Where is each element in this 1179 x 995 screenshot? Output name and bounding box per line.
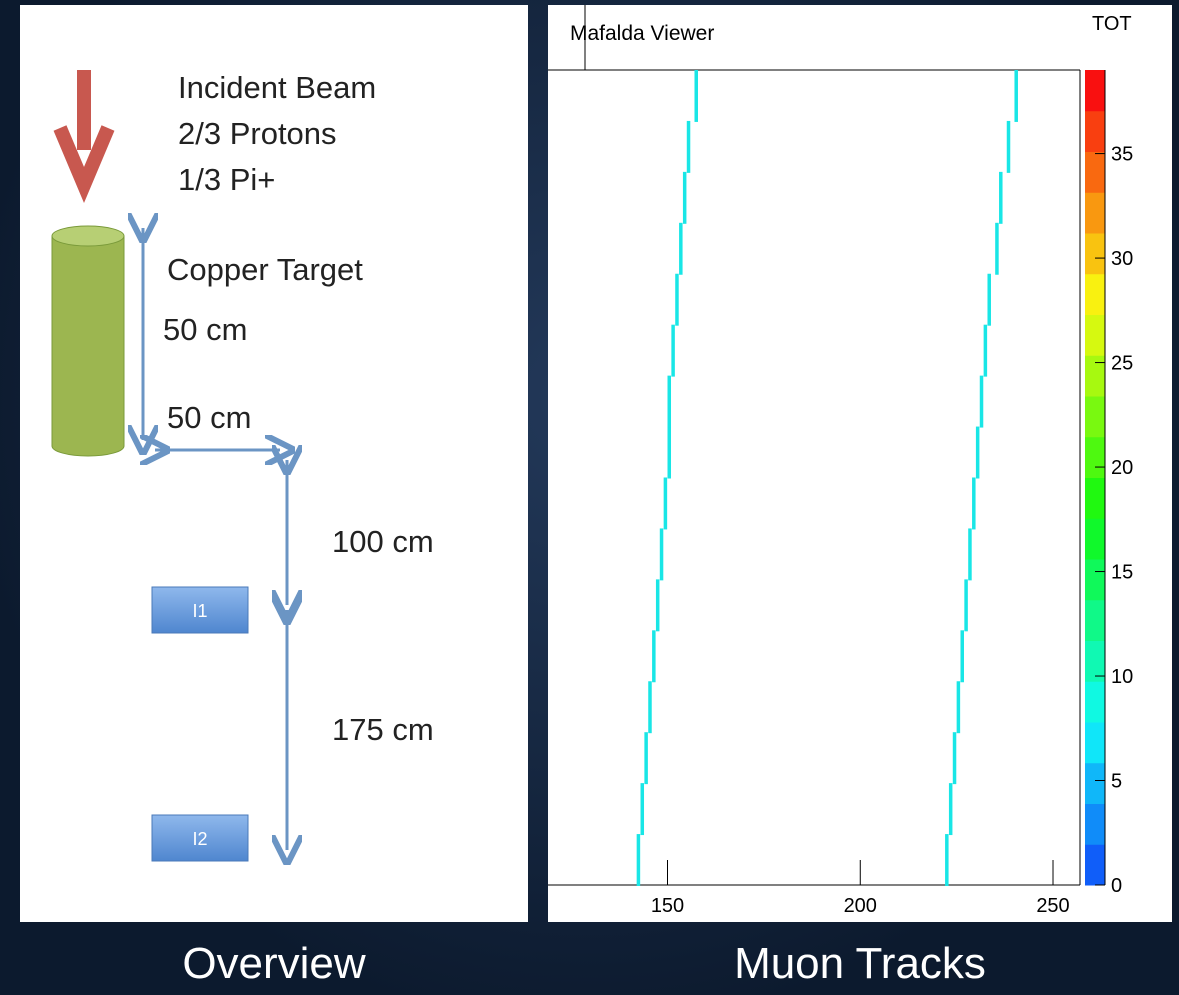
colorbar-cell <box>1085 722 1105 764</box>
colorbar-cell <box>1085 151 1105 193</box>
track-hit <box>675 273 679 326</box>
target-cylinder <box>51 236 125 457</box>
colorbar-title: TOT <box>1092 13 1132 35</box>
height-label: 50 cm <box>163 312 247 347</box>
x-tick-label: 150 <box>651 895 684 917</box>
z-tick-label: 15 <box>1111 562 1133 584</box>
track-hit <box>644 732 648 785</box>
colorbar-cell <box>1085 762 1105 804</box>
track-hit <box>648 681 652 734</box>
colorbar-cell <box>1085 599 1105 641</box>
track-hit <box>945 834 949 886</box>
track-hit <box>1006 120 1011 173</box>
gap2-label: 175 cm <box>332 712 434 747</box>
z-tick-label: 0 <box>1111 875 1122 897</box>
colorbar-cell <box>1085 640 1105 682</box>
track-hit <box>952 732 957 785</box>
z-tick-label: 20 <box>1111 457 1133 479</box>
track-hit <box>652 630 656 683</box>
colorbar-cell <box>1085 314 1105 356</box>
track-hit <box>975 426 980 479</box>
track-hit <box>663 477 668 530</box>
z-tick-label: 30 <box>1111 248 1133 270</box>
target-top <box>51 225 125 247</box>
track-hit <box>995 222 999 275</box>
width-label: 50 cm <box>167 400 251 435</box>
x-tick-label: 200 <box>844 895 877 917</box>
colorbar-cell <box>1085 844 1105 886</box>
chart-title: Mafalda Viewer <box>570 22 714 45</box>
colorbar-cell <box>1085 110 1105 152</box>
z-tick-label: 5 <box>1111 771 1122 793</box>
track-hit <box>979 375 984 428</box>
colorbar-cell <box>1085 518 1105 560</box>
track-hit <box>968 528 972 581</box>
beam-arrow <box>53 70 115 204</box>
track-hit <box>999 171 1003 224</box>
detector-box <box>151 586 249 634</box>
colorbar-cell <box>1085 273 1105 315</box>
colorbar-cell <box>1085 681 1105 723</box>
track-hit <box>667 375 672 428</box>
colorbar-cell <box>1085 803 1105 845</box>
caption: Overview <box>182 939 366 988</box>
track-hit <box>948 783 953 836</box>
track-hit <box>964 579 968 632</box>
track-hit <box>694 70 698 122</box>
caption: Muon Tracks <box>734 939 986 988</box>
detector-label: I1 <box>192 601 207 621</box>
track-hit <box>636 834 641 886</box>
track-hit <box>972 477 976 530</box>
track-hit <box>655 579 660 632</box>
beam-text: 1/3 Pi+ <box>178 162 275 197</box>
z-tick-label: 25 <box>1111 353 1133 375</box>
beam-text: Incident Beam <box>178 70 376 105</box>
track-hit <box>682 171 687 224</box>
target-label: Copper Target <box>167 252 363 287</box>
colorbar-cell <box>1085 396 1105 438</box>
gap1-label: 100 cm <box>332 524 434 559</box>
beam-text: 2/3 Protons <box>178 116 337 151</box>
colorbar-cell <box>1085 233 1105 275</box>
x-tick-label: 250 <box>1036 895 1069 917</box>
track-hit <box>667 426 672 479</box>
track-hit <box>960 630 964 683</box>
track-hit <box>983 324 988 377</box>
track-hit <box>1014 70 1018 122</box>
track-hit <box>671 324 675 377</box>
detector-label: I2 <box>192 829 207 849</box>
colorbar-cell <box>1085 436 1105 478</box>
track-hit <box>679 222 683 275</box>
colorbar-cell <box>1085 192 1105 234</box>
colorbar-cell <box>1085 70 1105 112</box>
detector-box <box>151 814 249 862</box>
track-hit <box>956 681 961 734</box>
colorbar-cell <box>1085 477 1105 519</box>
z-tick-label: 35 <box>1111 144 1133 166</box>
track-hit <box>987 273 991 326</box>
colorbar-cell <box>1085 355 1105 397</box>
z-tick-label: 10 <box>1111 666 1133 688</box>
track-hit <box>659 528 664 581</box>
viewer-panel <box>548 5 1172 922</box>
colorbar-cell <box>1085 559 1105 601</box>
track-hit <box>686 120 691 173</box>
track-hit <box>640 783 645 836</box>
